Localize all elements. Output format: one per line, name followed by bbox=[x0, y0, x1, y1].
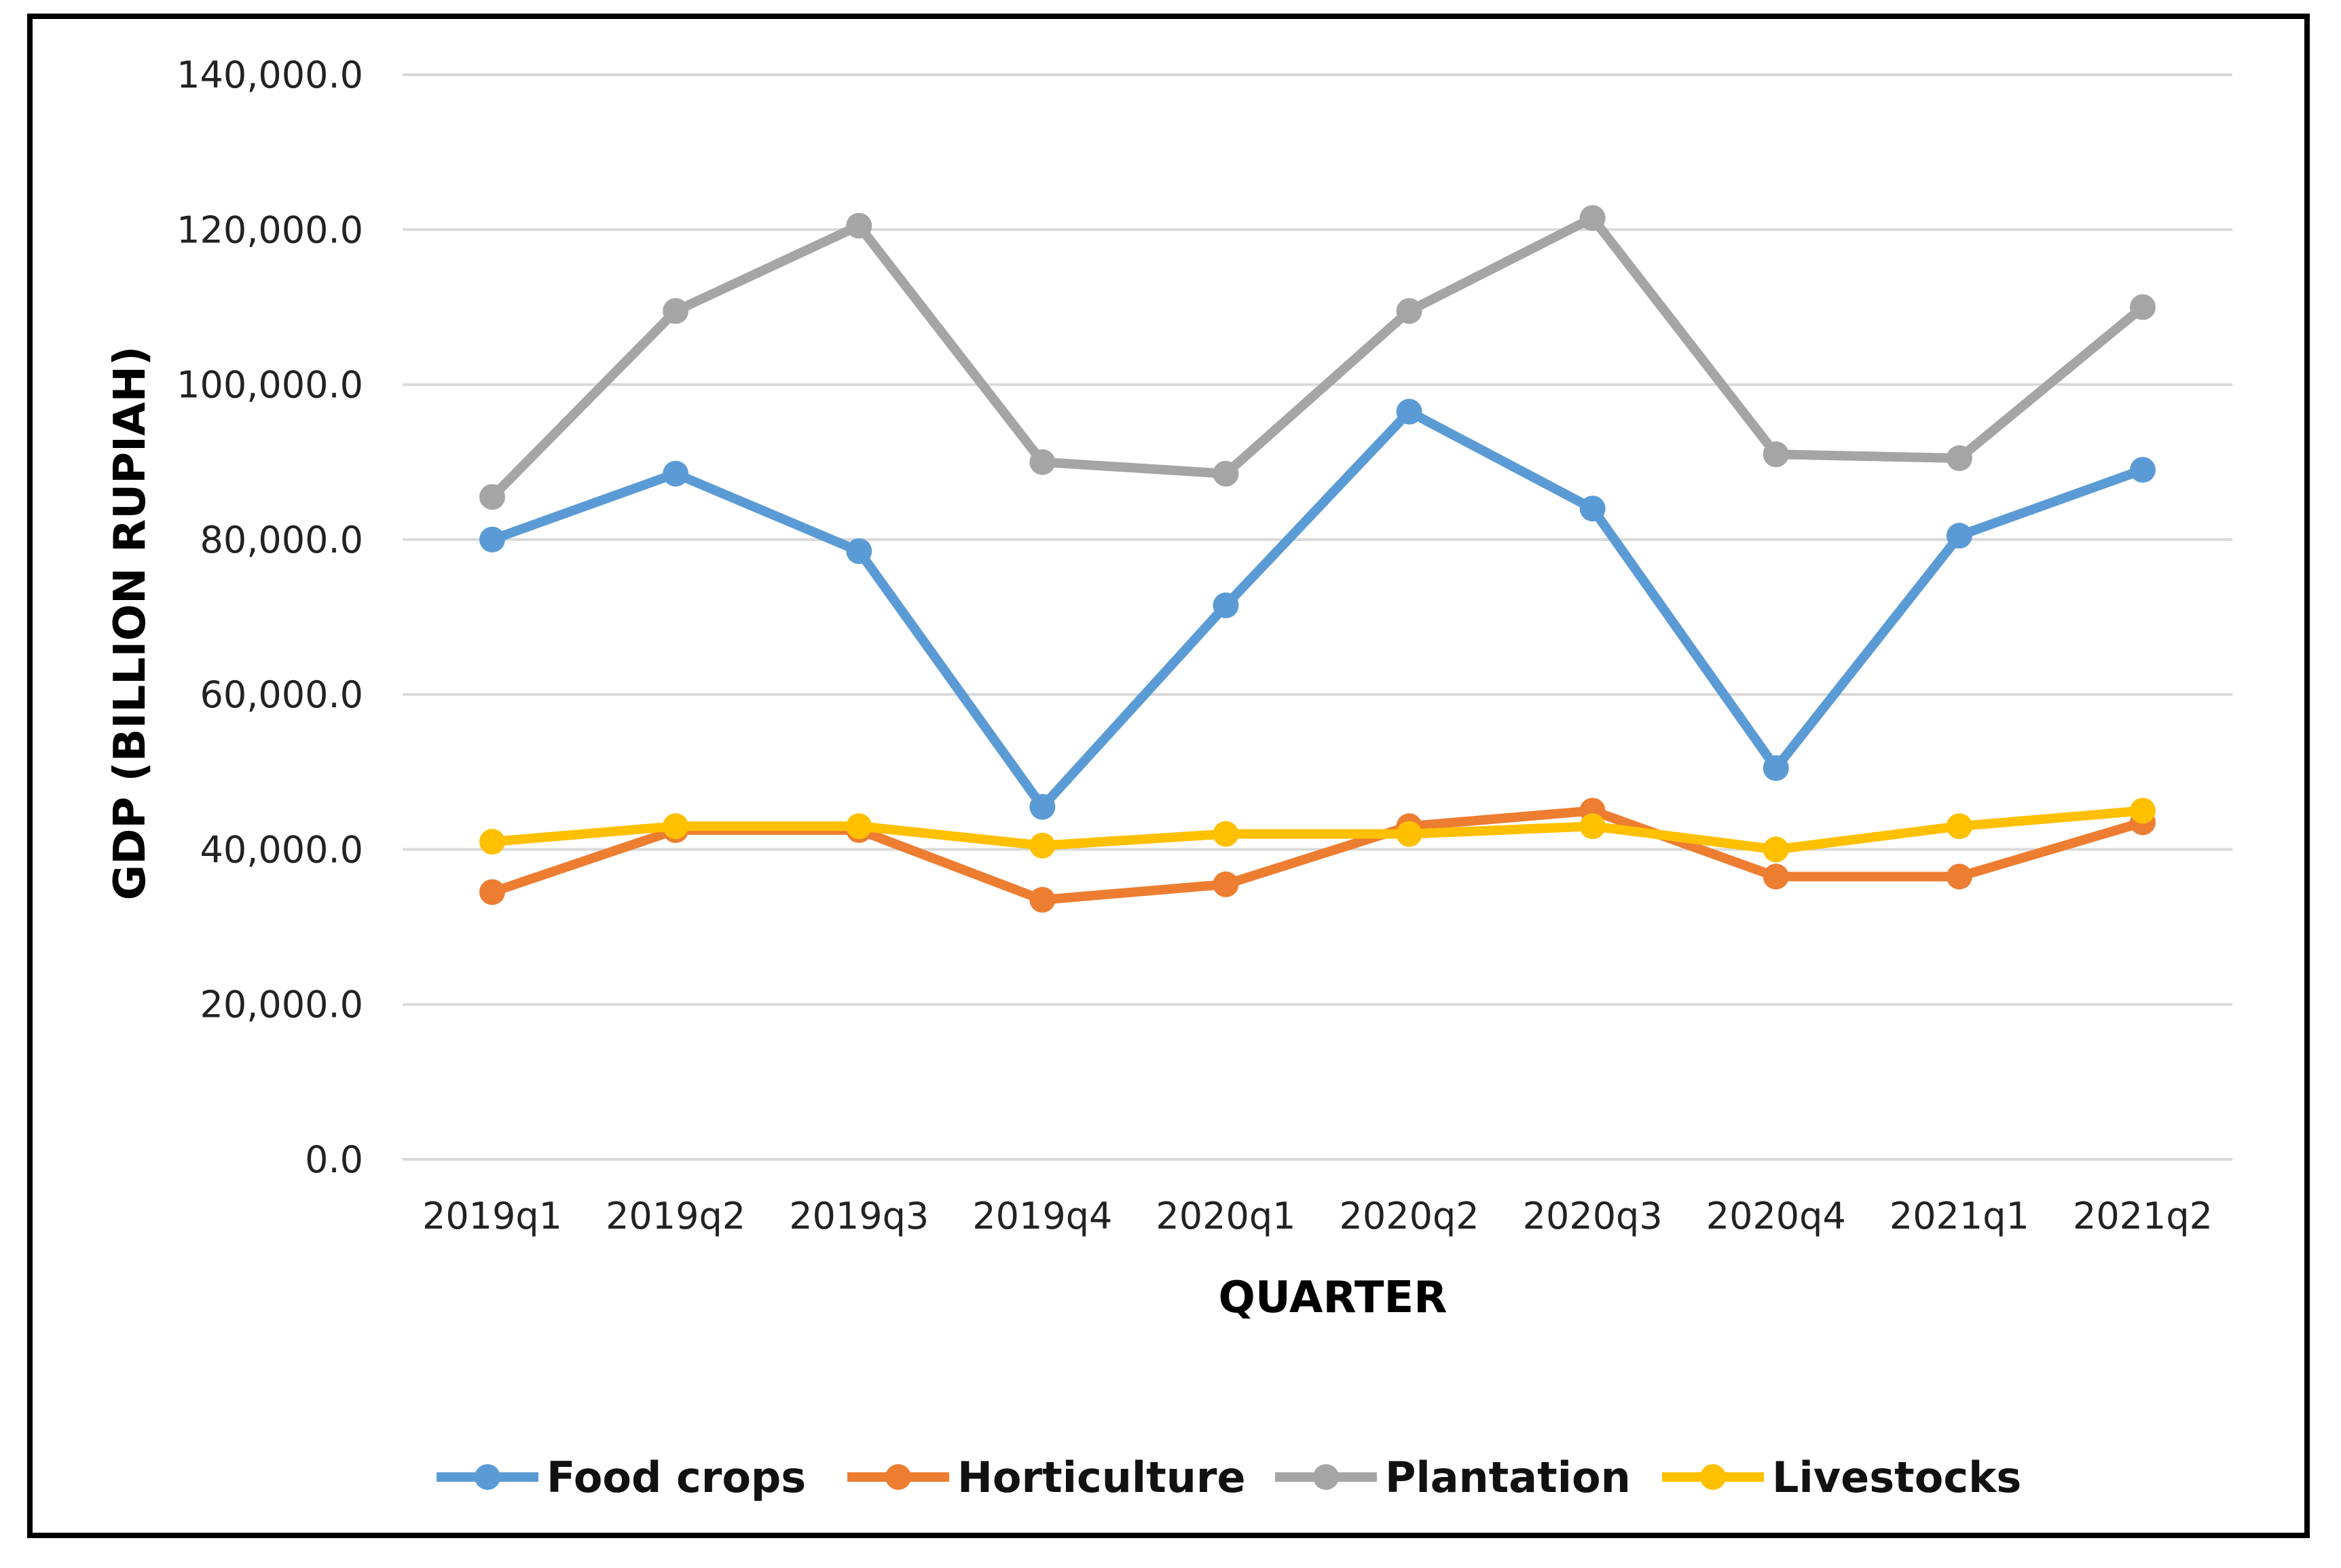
x-axis-ticks: 2019q1 2019q2 2019q3 2019q4 2020q1 2020q2 2020… bbox=[422, 1195, 2213, 1237]
chart-frame: 0.0 20,000.0 40,000.0 60,000.0 80,000.0 100,0… bbox=[27, 14, 2310, 1538]
x-axis-title: QUARTER bbox=[1219, 1273, 1448, 1323]
y-axis-ticks: 0.0 20,000.0 40,000.0 60,000.0 80,000.0 100,0… bbox=[177, 54, 363, 1181]
legend: Food crops Horticulture Plantation Livestoc… bbox=[437, 1453, 2021, 1502]
data-point bbox=[846, 212, 872, 239]
x-tick-label: 2019q4 bbox=[972, 1195, 1112, 1237]
data-point bbox=[479, 829, 505, 855]
data-point bbox=[1213, 460, 1239, 487]
data-point bbox=[2130, 798, 2156, 824]
series-line bbox=[487, 213, 2148, 502]
data-point bbox=[1763, 441, 1789, 468]
legend-label: Food crops bbox=[547, 1453, 806, 1502]
legend-label: Horticulture bbox=[957, 1453, 1246, 1502]
series-lines bbox=[479, 205, 2156, 913]
data-point bbox=[1579, 813, 1606, 840]
series-plantation bbox=[479, 205, 2156, 510]
y-axis-title: GDP (BILLION RUPIAH) bbox=[105, 346, 155, 901]
data-point bbox=[1029, 794, 1056, 820]
series-horticulture bbox=[479, 798, 2156, 913]
legend-item: Livestocks bbox=[1662, 1453, 2021, 1502]
data-point bbox=[1579, 496, 1606, 522]
data-point bbox=[1029, 449, 1056, 475]
y-tick-label: 40,000.0 bbox=[200, 828, 363, 871]
y-tick-label: 80,000.0 bbox=[200, 519, 363, 561]
data-point bbox=[1029, 832, 1056, 859]
data-point bbox=[846, 813, 872, 840]
series-line bbox=[487, 407, 2148, 812]
data-point bbox=[1213, 592, 1239, 618]
data-point bbox=[846, 538, 872, 564]
legend-swatch-marker bbox=[885, 1464, 911, 1490]
data-point bbox=[1213, 821, 1239, 847]
data-point bbox=[1396, 298, 1422, 324]
x-tick-label: 2019q2 bbox=[606, 1195, 745, 1237]
data-point bbox=[1763, 863, 1789, 890]
x-tick-label: 2019q3 bbox=[789, 1195, 929, 1237]
series-livestocks bbox=[479, 798, 2156, 863]
data-point bbox=[479, 526, 505, 553]
series-line bbox=[487, 806, 2148, 855]
legend-item: Food crops bbox=[437, 1453, 806, 1502]
legend-swatch-marker bbox=[1313, 1464, 1339, 1490]
y-tick-label: 100,000.0 bbox=[177, 364, 363, 407]
data-point bbox=[663, 460, 689, 487]
data-point bbox=[1213, 871, 1239, 897]
data-point bbox=[1946, 523, 1972, 549]
y-tick-label: 120,000.0 bbox=[177, 208, 363, 251]
x-tick-label: 2019q1 bbox=[422, 1195, 562, 1237]
y-tick-label: 60,000.0 bbox=[200, 673, 363, 716]
legend-item: Plantation bbox=[1275, 1453, 1631, 1502]
data-point bbox=[2130, 457, 2156, 483]
x-tick-label: 2020q3 bbox=[1523, 1195, 1663, 1237]
data-point bbox=[1579, 205, 1606, 231]
data-point bbox=[663, 813, 689, 840]
legend-label: Livestocks bbox=[1772, 1453, 2021, 1502]
data-point bbox=[663, 298, 689, 324]
legend-item: Horticulture bbox=[847, 1453, 1246, 1502]
legend-swatch-marker bbox=[1700, 1464, 1726, 1490]
series-food-crops bbox=[479, 398, 2156, 820]
data-point bbox=[479, 879, 505, 906]
data-point bbox=[1946, 445, 1972, 472]
x-tick-label: 2021q1 bbox=[1890, 1195, 2029, 1237]
data-point bbox=[1396, 821, 1422, 847]
data-point bbox=[1396, 398, 1422, 425]
data-point bbox=[479, 484, 505, 510]
y-tick-label: 140,000.0 bbox=[177, 54, 363, 96]
data-point bbox=[1946, 863, 1972, 890]
data-point bbox=[1946, 813, 1972, 840]
legend-label: Plantation bbox=[1385, 1453, 1631, 1502]
data-point bbox=[1029, 886, 1056, 913]
data-point bbox=[2130, 294, 2156, 320]
x-tick-label: 2020q1 bbox=[1156, 1195, 1295, 1237]
x-tick-label: 2020q4 bbox=[1706, 1195, 1846, 1237]
data-point bbox=[1763, 836, 1789, 863]
line-chart: 0.0 20,000.0 40,000.0 60,000.0 80,000.0 100,0… bbox=[105, 54, 2232, 1502]
x-tick-label: 2020q2 bbox=[1340, 1195, 1479, 1237]
legend-swatch-marker bbox=[475, 1464, 500, 1490]
x-tick-label: 2021q2 bbox=[2073, 1195, 2213, 1237]
y-tick-label: 0.0 bbox=[305, 1138, 363, 1181]
gridlines bbox=[403, 73, 2232, 1161]
data-point bbox=[1763, 755, 1789, 781]
y-tick-label: 20,000.0 bbox=[200, 984, 363, 1026]
